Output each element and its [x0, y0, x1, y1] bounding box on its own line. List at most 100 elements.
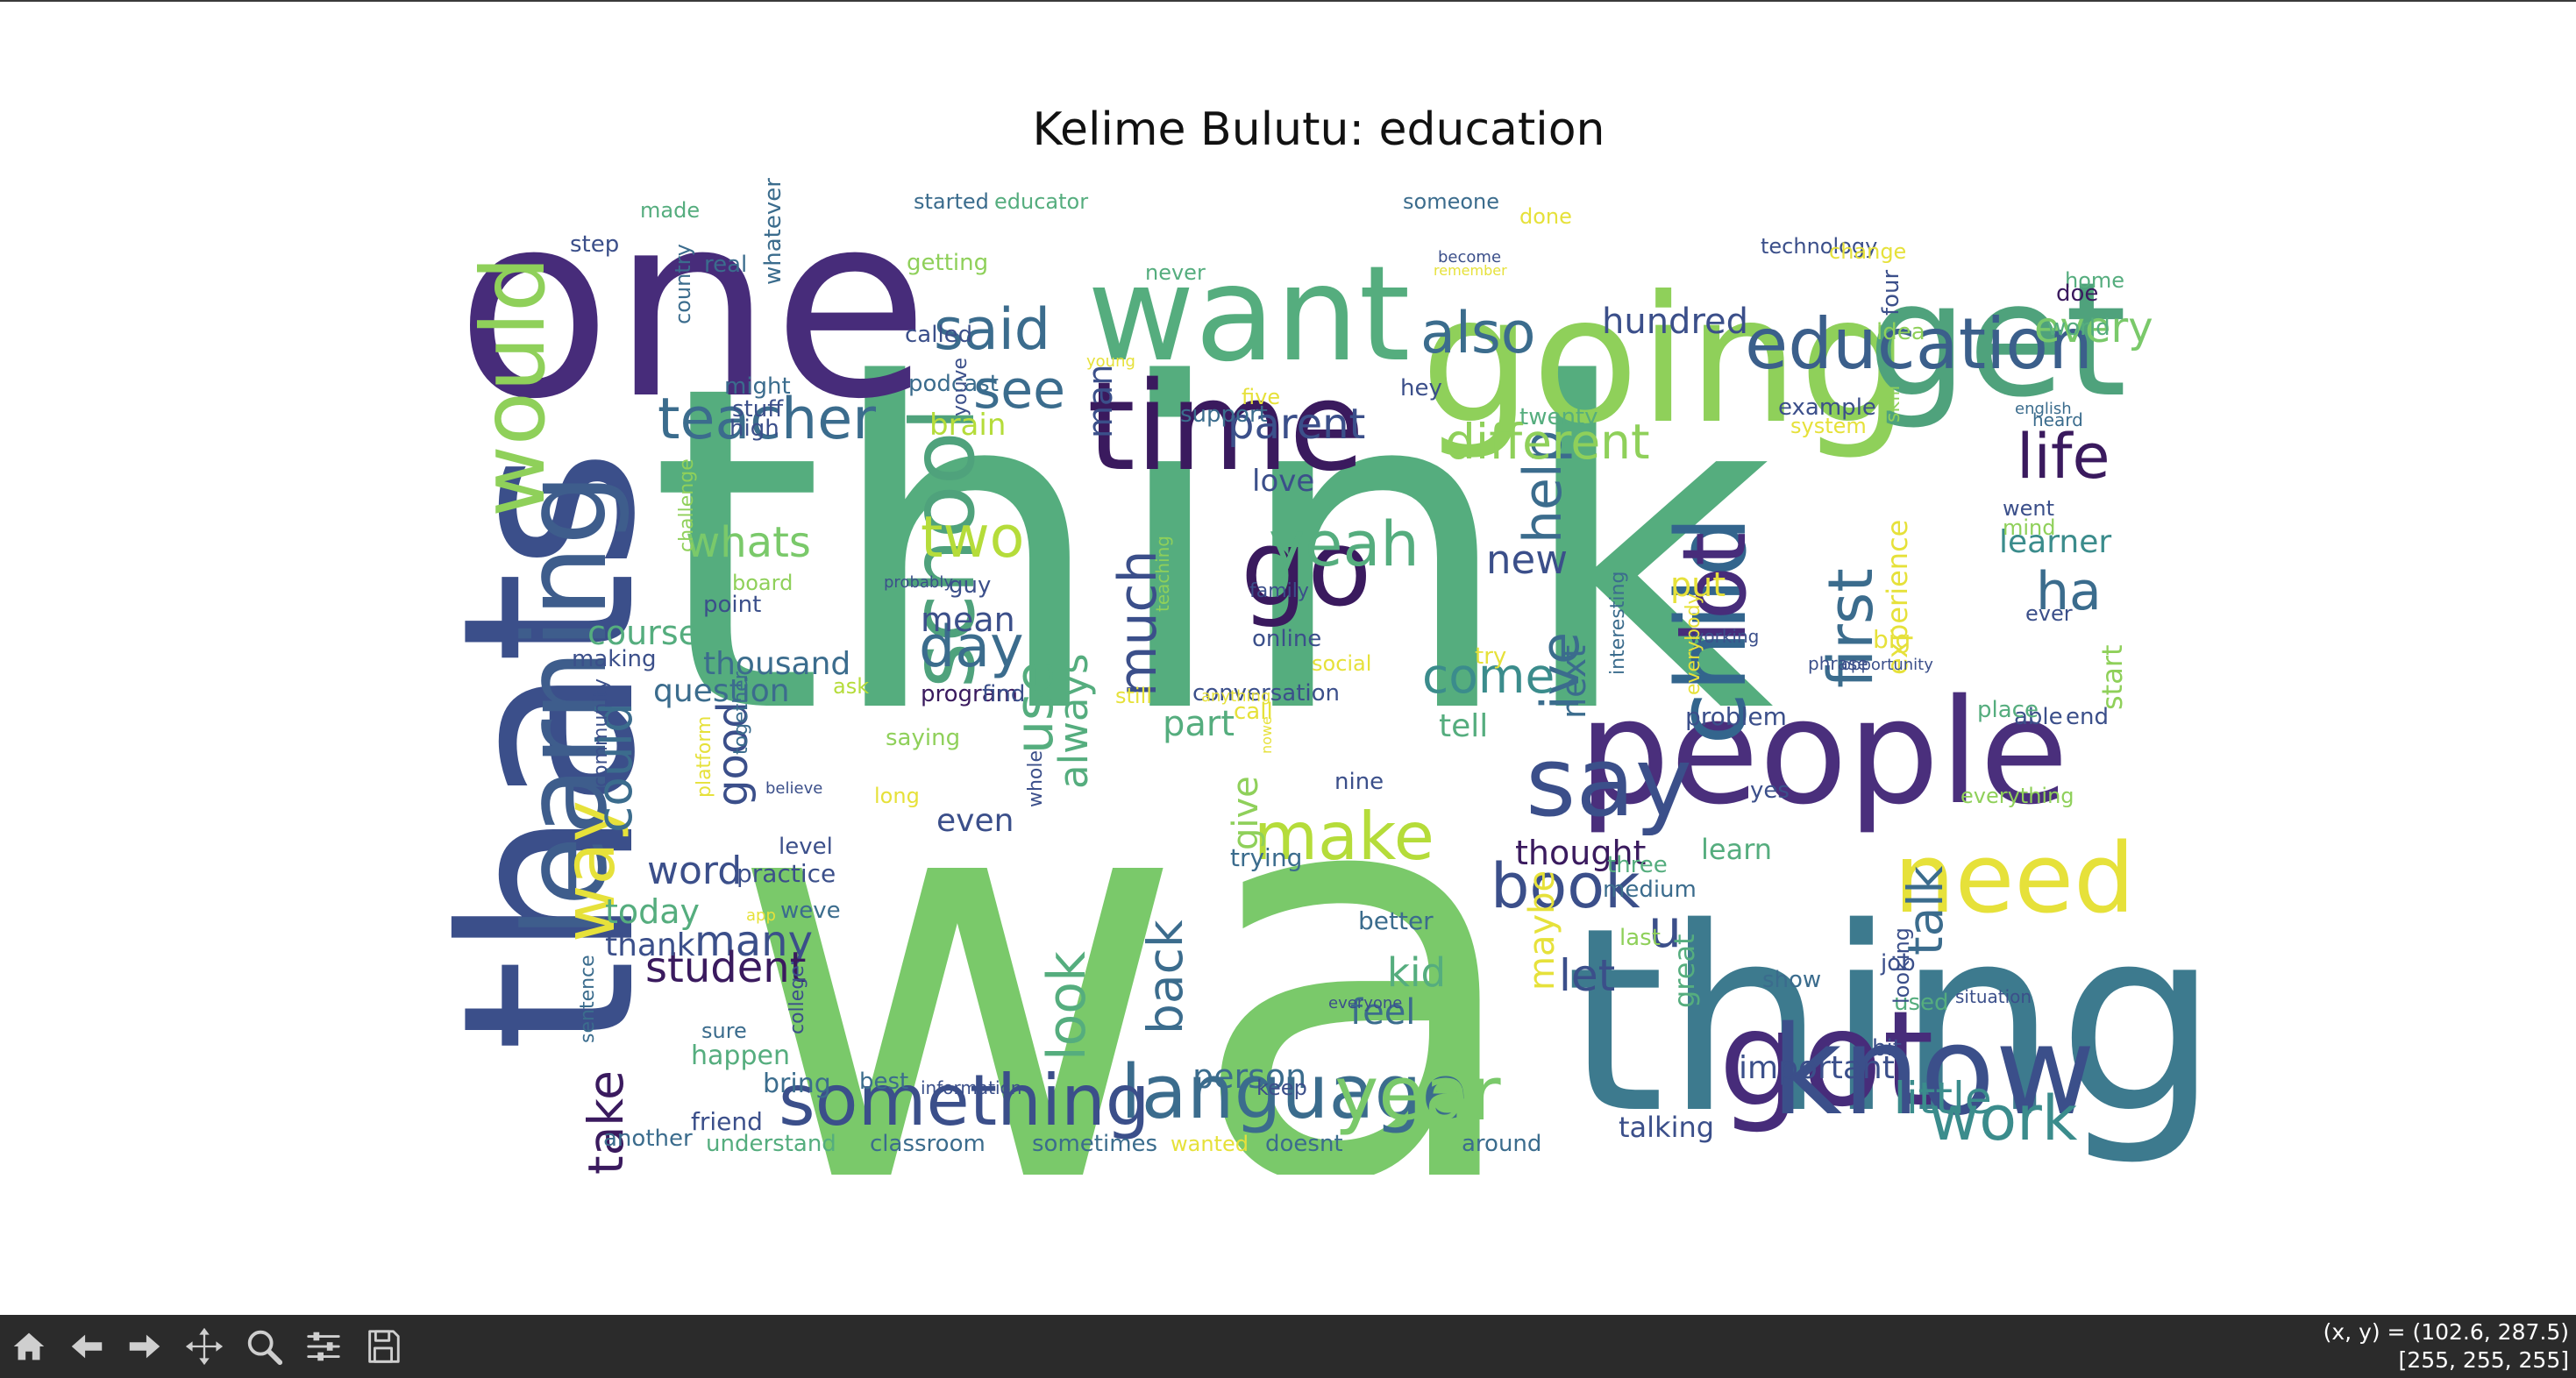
- word-bit: bit: [1872, 1035, 1902, 1062]
- forward-button[interactable]: [119, 1315, 170, 1378]
- word-english: english: [2015, 400, 2072, 418]
- word-classroom: classroom: [870, 1131, 986, 1157]
- word-little: little: [1894, 1073, 1992, 1124]
- word-year: year: [1334, 1051, 1501, 1138]
- word-make: make: [1254, 798, 1434, 875]
- word-looking: looking: [1889, 927, 1914, 1004]
- word-language: language: [1121, 1049, 1468, 1136]
- word-country: country: [671, 244, 695, 324]
- word-family: family: [1249, 580, 1309, 602]
- word-part: part: [1163, 704, 1235, 744]
- word-everything: everything: [1960, 784, 2074, 808]
- word-point: point: [703, 592, 761, 618]
- word-started: started: [914, 189, 989, 214]
- word-doesnt: doesnt: [1265, 1131, 1343, 1157]
- word-went: went: [2003, 496, 2054, 521]
- word-teaching: teaching: [1152, 536, 1173, 612]
- word-said: said: [934, 297, 1050, 363]
- floppy-disk-icon: [368, 1330, 400, 1363]
- word-love: love: [1252, 464, 1314, 499]
- word-see: see: [973, 359, 1065, 421]
- word-lot: lot: [1663, 532, 1766, 644]
- word-tell: tell: [1439, 708, 1488, 744]
- word-platform: platform: [694, 716, 715, 798]
- word-another: another: [603, 1126, 693, 1152]
- word-long: long: [874, 784, 920, 808]
- word-sentence: sentence: [577, 955, 599, 1043]
- word-doe: doe: [2056, 281, 2098, 307]
- home-button[interactable]: [4, 1315, 54, 1378]
- word-day: day: [919, 614, 1024, 680]
- word-change: change: [1829, 239, 1906, 264]
- word-phrase: phrase: [1808, 653, 1868, 674]
- word-say: say: [1526, 726, 1692, 838]
- word-example: example: [1778, 394, 1876, 421]
- back-button[interactable]: [61, 1315, 112, 1378]
- word-never: never: [1145, 260, 1206, 285]
- word-experience: experience: [1881, 520, 1914, 675]
- word-life: life: [2017, 421, 2110, 493]
- word-challenge: challenge: [676, 458, 698, 552]
- word-keep: keep: [1256, 1076, 1307, 1100]
- word-information: information: [921, 1077, 1021, 1098]
- word-thought: thought: [1515, 834, 1646, 872]
- word-podcast: podcast: [908, 371, 999, 397]
- word-high: high: [729, 416, 779, 442]
- word-show: show: [1762, 967, 1821, 993]
- word-youve: youve: [950, 358, 971, 416]
- word-child: child: [1655, 516, 1768, 745]
- word-important: important: [1739, 1050, 1895, 1086]
- toolbar: [0, 1315, 2576, 1378]
- word-maybe: maybe: [1522, 870, 1562, 991]
- word-together: together: [730, 671, 752, 755]
- word-think: think: [649, 292, 1774, 812]
- word-question: question: [653, 673, 790, 709]
- word-try: try: [1475, 643, 1506, 670]
- pan-button[interactable]: [179, 1315, 230, 1378]
- word-weve: weve: [780, 898, 841, 924]
- word-give: give: [1226, 776, 1266, 850]
- word-sure: sure: [701, 1019, 747, 1043]
- word-understand: understand: [706, 1131, 836, 1157]
- word-way: way: [549, 800, 630, 942]
- configure-button[interactable]: [298, 1315, 349, 1378]
- word-four: four: [1878, 269, 1904, 316]
- word-teacher: teacher: [658, 387, 876, 452]
- word-going: going: [1420, 259, 1911, 463]
- save-button[interactable]: [358, 1315, 409, 1378]
- zoom-button[interactable]: [238, 1315, 289, 1378]
- word-talking: talking: [1619, 1111, 1714, 1144]
- word-twenty: twenty: [1519, 404, 1598, 430]
- word-people: people: [1578, 668, 2068, 836]
- word-working: working: [1690, 626, 1759, 647]
- word-probably: probably: [884, 573, 953, 592]
- word-different: different: [1445, 414, 1650, 470]
- word-big: big: [1873, 625, 1911, 654]
- word-someone: someone: [1403, 189, 1499, 214]
- word-made: made: [640, 198, 700, 223]
- word-technology: technology: [1761, 234, 1877, 259]
- word-system: system: [1790, 414, 1867, 438]
- word-go: go: [1241, 508, 1372, 630]
- word-thousand: thousand: [703, 646, 850, 682]
- word-thing: thing: [1565, 874, 2219, 1169]
- word-job: job: [1880, 950, 1916, 977]
- word-wanted: wanted: [1171, 1132, 1249, 1156]
- word-conversation: conversation: [1192, 680, 1340, 707]
- word-school: school: [892, 407, 994, 688]
- word-level: level: [779, 834, 833, 860]
- word-whatever: whatever: [760, 178, 786, 285]
- word-whats: whats: [686, 518, 811, 567]
- word-everyone: everyone: [1328, 994, 1402, 1012]
- word-could: could: [587, 702, 643, 833]
- word-believe: believe: [765, 779, 822, 798]
- figure-title: Kelime Bulutu: education: [1032, 103, 1605, 156]
- word-bring: bring: [763, 1069, 831, 1099]
- word-sometimes: sometimes: [1032, 1131, 1157, 1157]
- word-able: able: [2014, 704, 2063, 730]
- magnifier-icon: [247, 1330, 283, 1366]
- word-many: many: [694, 917, 813, 966]
- word-whole: whole: [1025, 750, 1047, 807]
- word-anything: anything: [1201, 687, 1270, 706]
- word-word: word: [647, 849, 742, 893]
